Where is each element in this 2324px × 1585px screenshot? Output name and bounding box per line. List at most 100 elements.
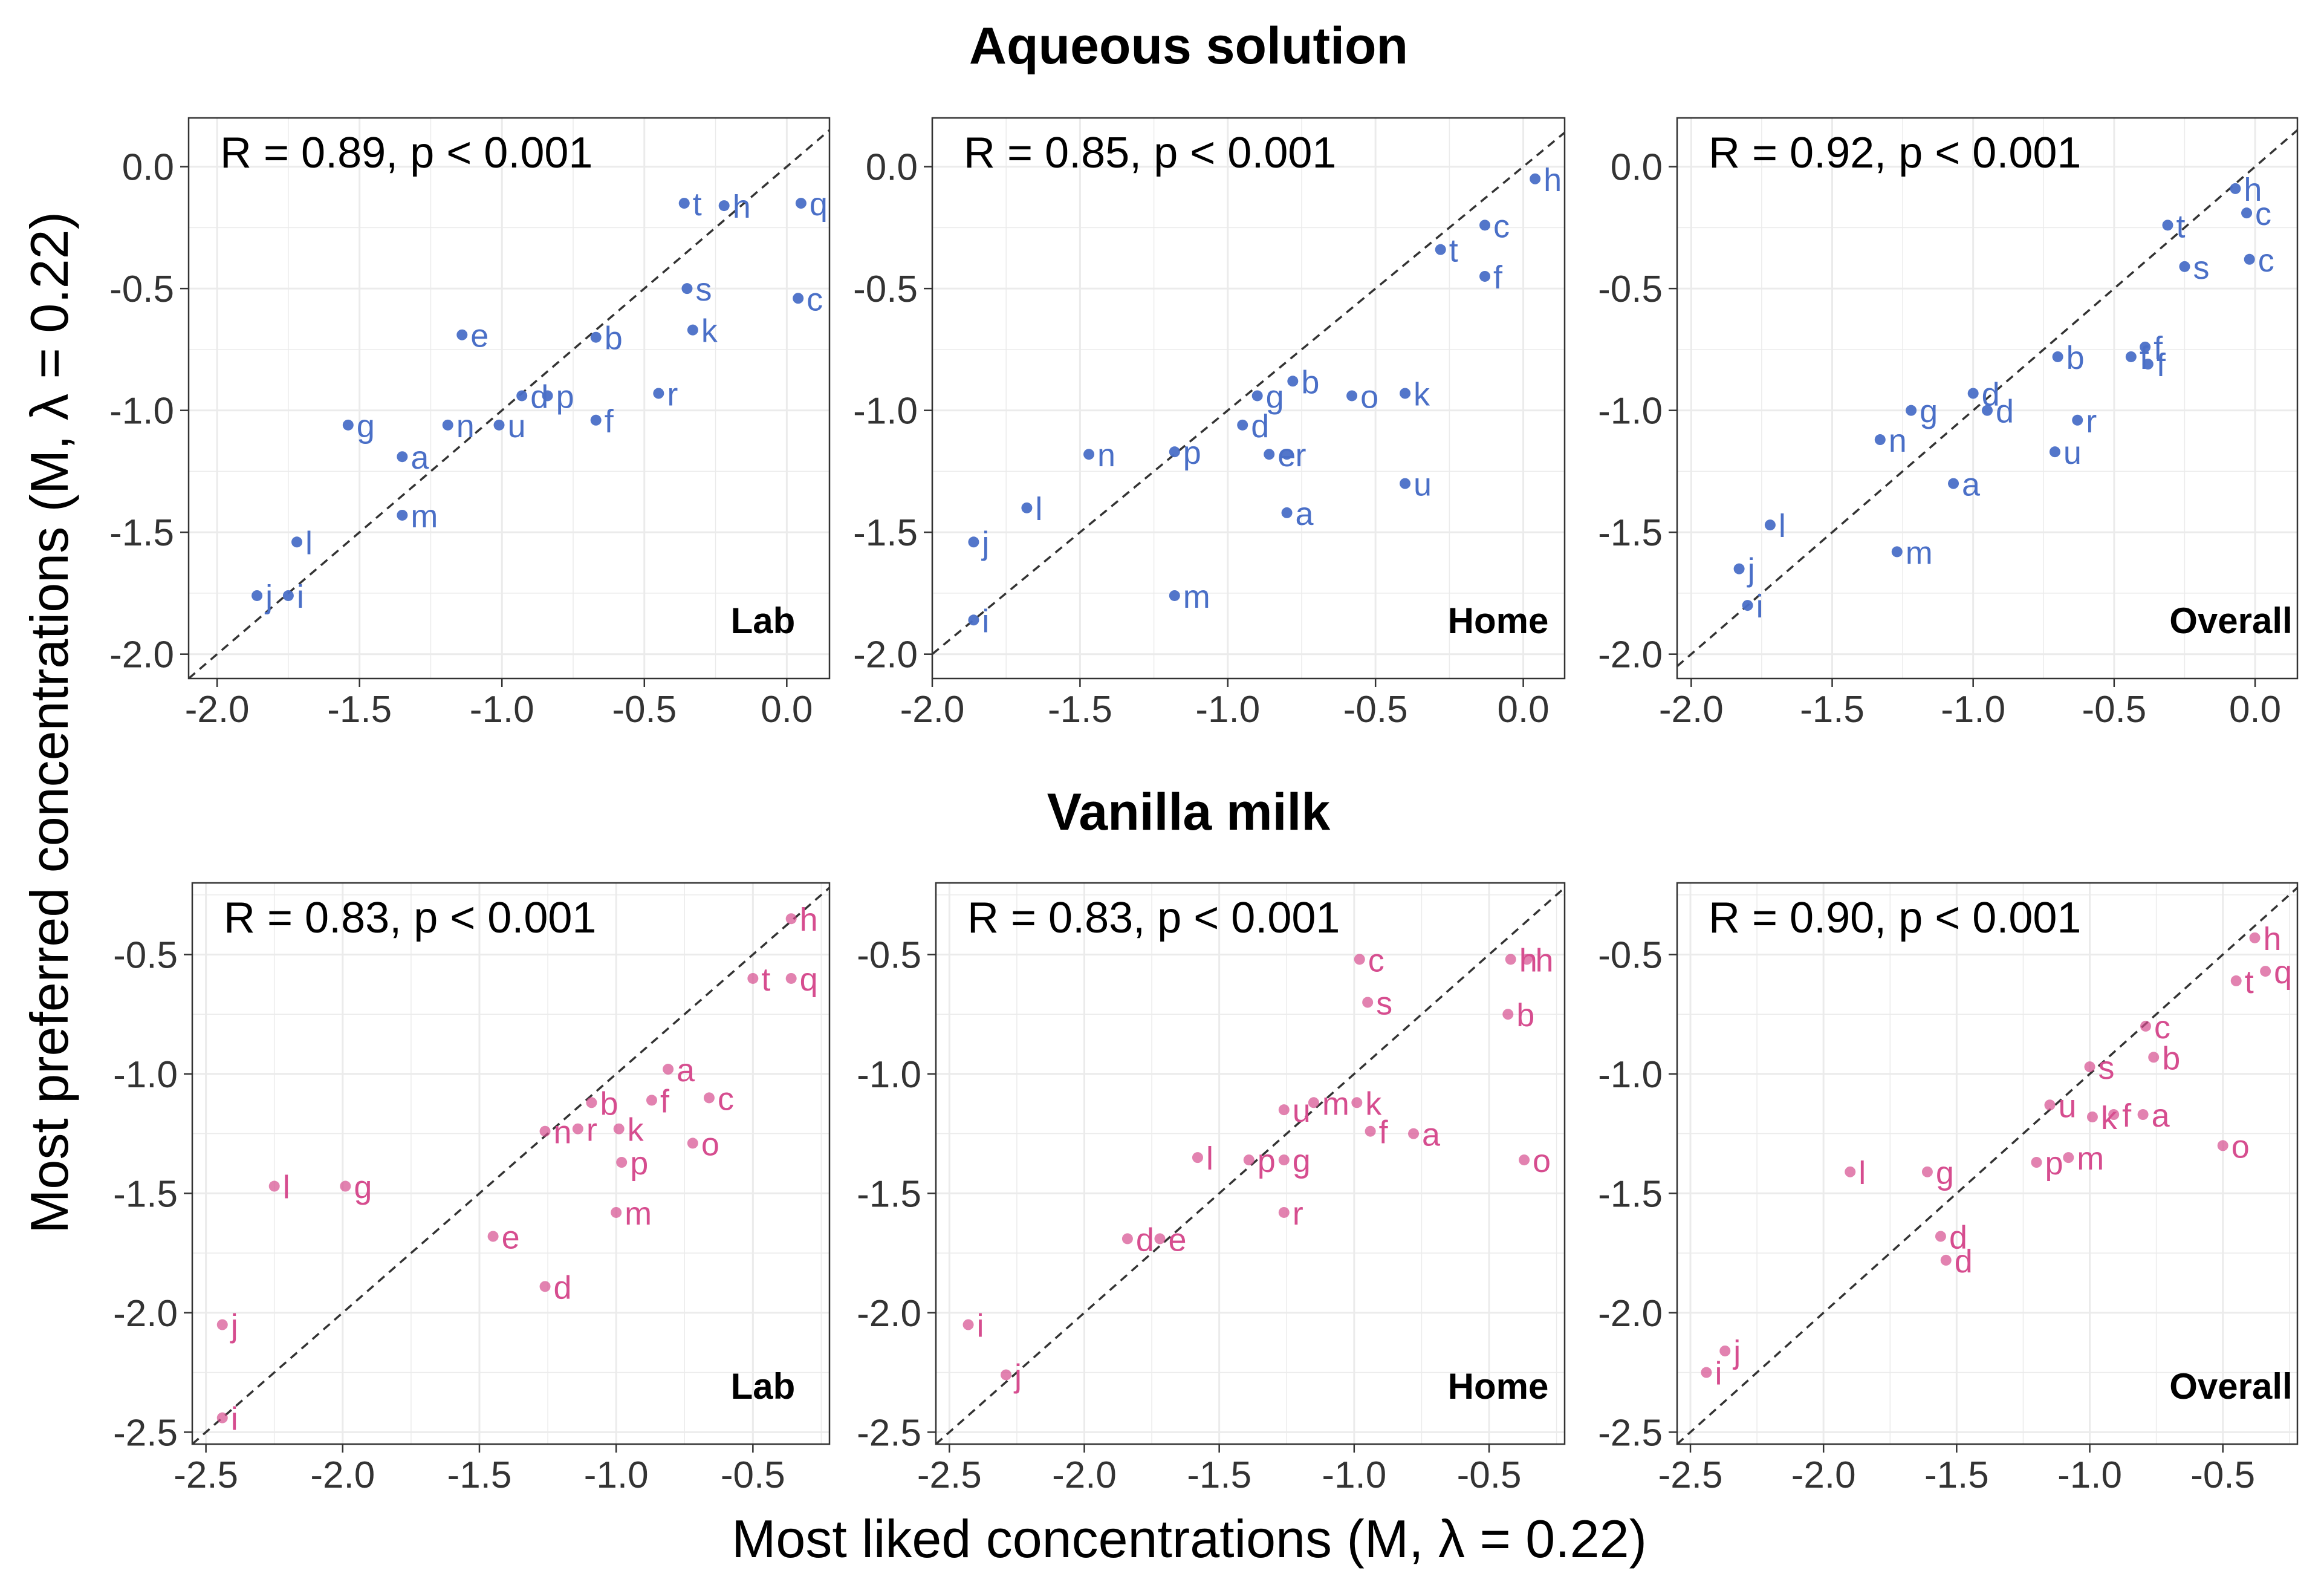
point-label: u: [2058, 1088, 2076, 1124]
point-label: q: [2274, 954, 2292, 991]
data-point: [1845, 1166, 1856, 1177]
y-tick-label: 0.0: [866, 147, 918, 189]
point-label: m: [1322, 1085, 1349, 1122]
data-point: [785, 972, 797, 984]
data-point: [1435, 244, 1446, 255]
data-point: [1891, 546, 1903, 558]
data-point: [687, 1137, 698, 1149]
point-label: n: [456, 408, 475, 444]
point-label: f: [2122, 1098, 2132, 1134]
y-tick-label: -0.5: [113, 934, 178, 976]
data-point: [2072, 414, 2083, 426]
data-point: [2044, 1099, 2056, 1111]
point-label: d: [1955, 1243, 1973, 1280]
point-label: c: [2258, 242, 2274, 279]
data-point: [1982, 405, 1993, 416]
point-label: f: [2154, 330, 2163, 366]
data-point: [1400, 478, 1411, 489]
point-label: j: [981, 525, 989, 561]
point-label: a: [1422, 1117, 1441, 1153]
x-tick-label: -0.5: [1457, 1454, 1522, 1496]
point-label: c: [2154, 1009, 2170, 1046]
point-label: k: [1414, 376, 1430, 412]
y-tick-label: -2.0: [1598, 634, 1663, 676]
point-label: r: [586, 1112, 597, 1148]
data-point: [1121, 1233, 1133, 1245]
data-point: [2084, 1061, 2095, 1073]
point-label: c: [807, 281, 823, 317]
data-point: [747, 972, 759, 984]
data-point: [539, 1125, 551, 1137]
point-label: f: [605, 403, 614, 440]
data-point: [1346, 390, 1358, 402]
data-point: [1237, 419, 1248, 431]
data-point: [1479, 270, 1491, 282]
data-point: [340, 1180, 351, 1192]
panel-label: Overall: [2169, 600, 2292, 641]
x-tick-label: -1.5: [1924, 1454, 1989, 1496]
data-point: [1362, 997, 1374, 1008]
point-label: u: [2063, 435, 2082, 471]
point-label: p: [1183, 435, 1201, 471]
point-label: e: [470, 318, 488, 354]
stat-annotation: R = 0.90, p < 0.001: [1709, 894, 2081, 942]
data-point: [2108, 1109, 2120, 1121]
point-label: e: [1168, 1222, 1186, 1258]
x-tick-label: -2.0: [900, 689, 965, 731]
section-title-aqueous: Aqueous solution: [969, 17, 1408, 75]
data-point: [703, 1092, 715, 1104]
x-tick-label: -2.0: [1659, 689, 1724, 731]
data-point: [397, 509, 408, 521]
stat-annotation: R = 0.83, p < 0.001: [967, 894, 1340, 942]
x-tick-label: -0.5: [2082, 689, 2146, 731]
identity-line: [1677, 129, 2297, 668]
point-label: m: [625, 1196, 652, 1232]
identity-line: [936, 887, 1565, 1444]
panel-border: [931, 117, 1566, 680]
point-label: o: [1533, 1143, 1551, 1179]
panel-border: [187, 117, 831, 680]
data-point: [2148, 1052, 2160, 1063]
panel-background: [189, 118, 829, 679]
y-tick-label: -0.5: [109, 269, 174, 310]
y-tick-label: -2.0: [857, 1293, 921, 1335]
data-point: [1935, 1231, 1946, 1242]
point-label: l: [1779, 508, 1786, 544]
point-label: c: [718, 1081, 734, 1117]
data-point: [590, 331, 602, 343]
data-point: [718, 200, 730, 212]
y-tick-label: -2.5: [857, 1412, 921, 1454]
point-label: h: [2244, 172, 2262, 208]
data-point: [2063, 1152, 2074, 1164]
data-point: [616, 1157, 628, 1168]
x-tick-label: -1.5: [1187, 1454, 1251, 1496]
data-point: [1701, 1367, 1712, 1378]
panel-5: chhsbumkfalpgordeij-2.5-2.0-1.5-1.0-0.5-…: [857, 882, 1566, 1496]
x-tick-label: -1.5: [1800, 689, 1865, 731]
point-label: q: [800, 962, 818, 998]
point-label: i: [297, 579, 304, 615]
x-tick-label: -2.0: [1791, 1454, 1856, 1496]
point-label: d: [1251, 408, 1269, 444]
x-tick-label: -2.5: [174, 1454, 238, 1496]
y-tick-label: -0.5: [1598, 269, 1663, 310]
point-label: k: [628, 1112, 644, 1148]
point-label: l: [283, 1170, 290, 1206]
data-point: [216, 1319, 228, 1330]
point-label: c: [1368, 942, 1384, 978]
identity-line: [932, 131, 1565, 656]
data-point: [1733, 563, 1745, 574]
panel-border: [1676, 117, 2299, 680]
data-point: [1967, 388, 1979, 399]
point-label: i: [1715, 1356, 1722, 1392]
point-label: m: [1183, 579, 1210, 615]
data-point: [539, 1281, 551, 1292]
y-axis-title: Most preferred concentrations (M, λ = 0.…: [19, 212, 79, 1234]
data-point: [2217, 1140, 2228, 1151]
data-point: [1154, 1233, 1166, 1245]
y-tick-label: -2.5: [1598, 1412, 1663, 1454]
point-label: m: [1906, 535, 1933, 571]
